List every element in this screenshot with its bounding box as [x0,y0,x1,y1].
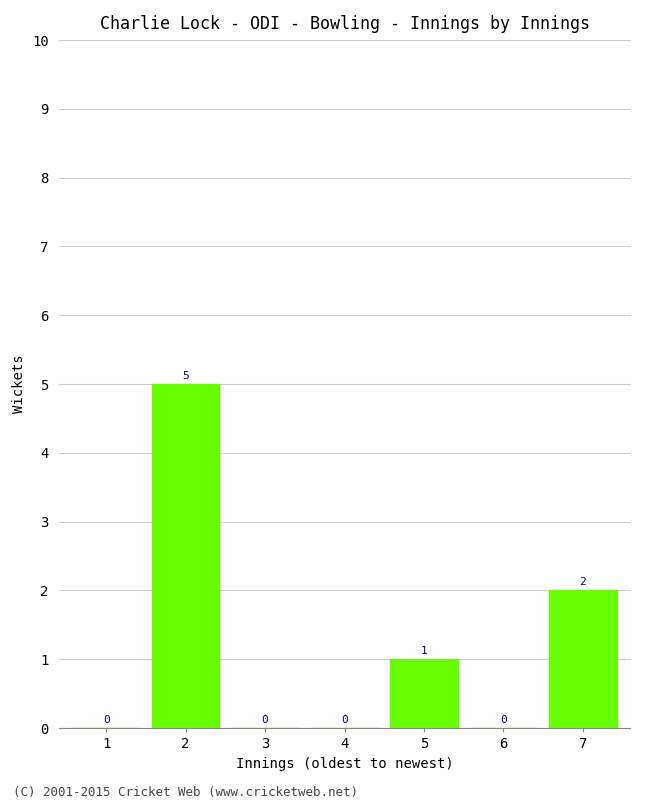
Text: 0: 0 [103,714,110,725]
Text: 2: 2 [579,577,586,587]
Text: 0: 0 [341,714,348,725]
Text: 0: 0 [500,714,507,725]
Bar [390,659,458,728]
Text: 1: 1 [421,646,427,656]
Text: (C) 2001-2015 Cricket Web (www.cricketweb.net): (C) 2001-2015 Cricket Web (www.cricketwe… [13,786,358,799]
X-axis label: Innings (oldest to newest): Innings (oldest to newest) [235,757,454,770]
Title: Charlie Lock - ODI - Bowling - Innings by Innings: Charlie Lock - ODI - Bowling - Innings b… [99,15,590,33]
Text: 0: 0 [262,714,268,725]
Y-axis label: Wickets: Wickets [12,354,27,414]
Bar [152,384,220,728]
Text: 5: 5 [182,370,189,381]
Bar [549,590,617,728]
